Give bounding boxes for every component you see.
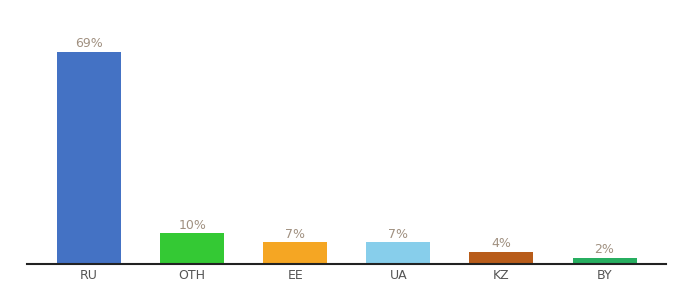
Text: 7%: 7% <box>285 228 305 241</box>
Bar <box>160 233 224 264</box>
Text: 7%: 7% <box>388 228 409 241</box>
Text: 4%: 4% <box>492 237 511 250</box>
Bar <box>263 242 327 264</box>
Bar <box>573 258 636 264</box>
Bar <box>57 52 121 264</box>
Text: 69%: 69% <box>75 37 103 50</box>
Text: 2%: 2% <box>594 243 615 256</box>
Bar <box>469 252 533 264</box>
Text: 10%: 10% <box>178 219 206 232</box>
Bar <box>367 242 430 264</box>
